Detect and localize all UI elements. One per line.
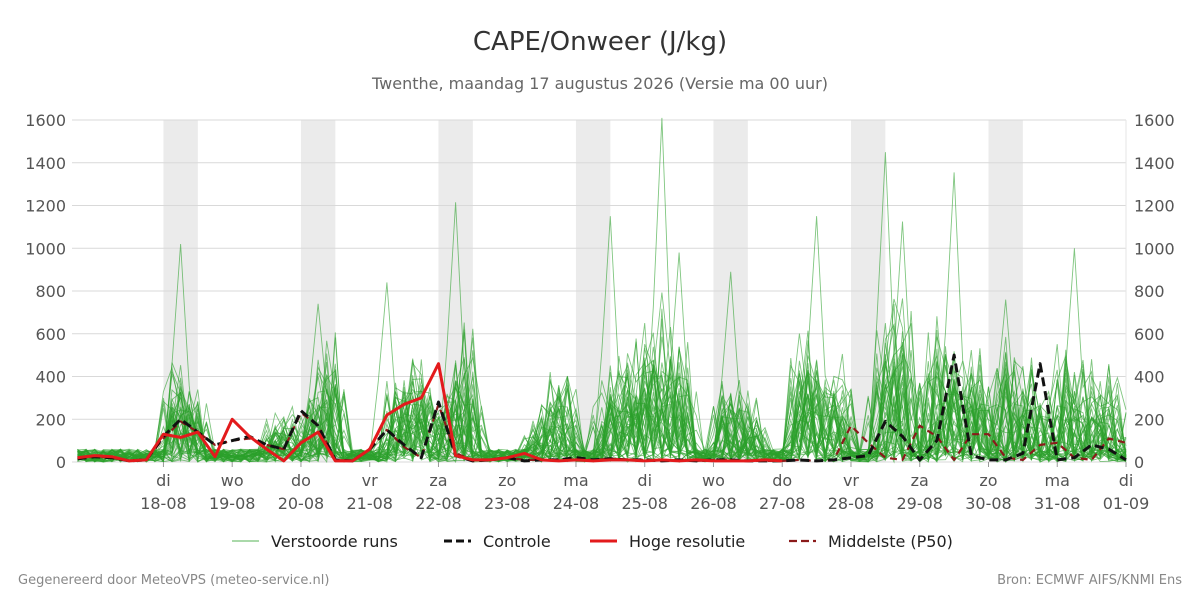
x-tick-date: 28-08 bbox=[828, 494, 875, 513]
y-tick-label-left: 200 bbox=[35, 410, 66, 429]
series-line-hoge-resolutie bbox=[77, 362, 783, 463]
main-series-lines bbox=[77, 353, 1127, 463]
x-tick-date: 01-09 bbox=[1103, 494, 1150, 513]
x-tick-dow: za bbox=[911, 471, 929, 490]
x-tick-date: 27-08 bbox=[759, 494, 806, 513]
x-tick-date: 26-08 bbox=[690, 494, 737, 513]
y-tick-label-right: 400 bbox=[1134, 368, 1165, 387]
ensemble-member-line bbox=[77, 358, 1127, 463]
y-tick-label-left: 600 bbox=[35, 325, 66, 344]
footer-credit: Gegenereerd door MeteoVPS (meteo-service… bbox=[18, 573, 330, 588]
x-tick-dow: do bbox=[291, 471, 311, 490]
legend-label: Hoge resolutie bbox=[629, 532, 745, 551]
x-tick-date: 18-08 bbox=[140, 494, 187, 513]
x-tick-date: 22-08 bbox=[415, 494, 462, 513]
y-tick-label-right: 200 bbox=[1134, 410, 1165, 429]
y-tick-label-right: 1200 bbox=[1134, 197, 1175, 216]
x-tick-dow: ma bbox=[1045, 471, 1070, 490]
y-tick-label-left: 0 bbox=[56, 453, 66, 472]
y-tick-label-left: 1200 bbox=[25, 197, 66, 216]
x-tick-date: 20-08 bbox=[278, 494, 325, 513]
y-tick-label-left: 400 bbox=[35, 368, 66, 387]
x-tick-date: 23-08 bbox=[484, 494, 531, 513]
x-tick-dow: zo bbox=[979, 471, 997, 490]
y-tick-label-right: 1600 bbox=[1134, 111, 1175, 130]
x-tick-dow: vr bbox=[843, 471, 859, 490]
legend-label: Middelste (P50) bbox=[828, 532, 953, 551]
y-tick-label-right: 1400 bbox=[1134, 154, 1175, 173]
x-tick-dow: vr bbox=[362, 471, 378, 490]
x-tick-date: 19-08 bbox=[209, 494, 256, 513]
x-tick-dow: za bbox=[429, 471, 447, 490]
y-tick-label-right: 600 bbox=[1134, 325, 1165, 344]
x-tick-dow: di bbox=[1119, 471, 1134, 490]
x-tick-date: 30-08 bbox=[965, 494, 1012, 513]
ensemble-member-line bbox=[77, 348, 1127, 463]
legend-label: Controle bbox=[483, 532, 551, 551]
chart-subtitle: Twenthe, maandag 17 augustus 2026 (Versi… bbox=[371, 74, 828, 93]
x-tick-date: 29-08 bbox=[896, 494, 943, 513]
y-tick-label-left: 1400 bbox=[25, 154, 66, 173]
y-tick-label-right: 0 bbox=[1134, 453, 1144, 472]
x-tick-dow: do bbox=[772, 471, 792, 490]
ensemble-member-line bbox=[77, 332, 1127, 463]
y-tick-label-left: 1600 bbox=[25, 111, 66, 130]
legend-label: Verstoorde runs bbox=[271, 532, 398, 551]
x-tick-dow: wo bbox=[221, 471, 244, 490]
x-tick-dow: zo bbox=[498, 471, 516, 490]
x-tick-dow: di bbox=[156, 471, 171, 490]
y-tick-label-right: 1000 bbox=[1134, 239, 1175, 258]
chart-title: CAPE/Onweer (J/kg) bbox=[473, 27, 727, 57]
x-tick-date: 24-08 bbox=[553, 494, 600, 513]
legend: Verstoorde runs Controle Hoge resolutie Mid… bbox=[232, 532, 953, 551]
x-tick-dow: ma bbox=[563, 471, 588, 490]
y-tick-label-left: 800 bbox=[35, 282, 66, 301]
x-tick-date: 31-08 bbox=[1034, 494, 1081, 513]
x-tick-dow: wo bbox=[702, 471, 725, 490]
x-tick-dow: di bbox=[637, 471, 652, 490]
x-tick-date: 21-08 bbox=[346, 494, 393, 513]
x-tick-date: 25-08 bbox=[621, 494, 668, 513]
axes: 0 0 200 200 400 400 600 600 800 800 1000 1000 1200 12… bbox=[25, 111, 1174, 513]
y-tick-label-right: 800 bbox=[1134, 282, 1165, 301]
y-tick-label-left: 1000 bbox=[25, 239, 66, 258]
footer-source: Bron: ECMWF AIFS/KNMI Ens bbox=[997, 573, 1182, 588]
